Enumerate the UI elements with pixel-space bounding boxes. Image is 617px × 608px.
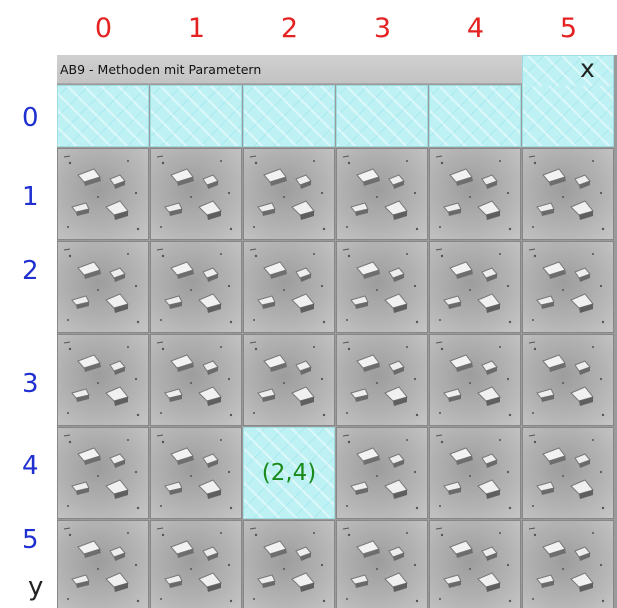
grid-cell-0-3[interactable]	[57, 334, 149, 426]
grid-cell-1-0[interactable]	[150, 85, 242, 147]
column-label-4: 4	[466, 13, 485, 44]
grid-cell-3-3[interactable]	[336, 334, 428, 426]
window-title-bar: AB9 - Methoden mit Parametern	[57, 55, 522, 84]
row-label-3: 3	[22, 369, 39, 399]
grid-cell-4-3[interactable]	[429, 334, 521, 426]
grid-cell-2-5[interactable]	[243, 520, 335, 608]
grid-cell-4-1[interactable]	[429, 148, 521, 240]
grid-cell-1-5[interactable]	[150, 520, 242, 608]
grid-cell-5-3[interactable]	[522, 334, 614, 426]
column-label-1: 1	[187, 13, 206, 44]
grid-cell-2-1[interactable]	[243, 148, 335, 240]
grid-cell-5-4[interactable]	[522, 427, 614, 519]
coordinate-label: (2,4)	[261, 460, 317, 486]
grid-cell-1-1[interactable]	[150, 148, 242, 240]
grid-cell-5-5[interactable]	[522, 520, 614, 608]
grid-cell-4-5[interactable]	[429, 520, 521, 608]
grid-cell-5-2[interactable]	[522, 241, 614, 333]
grid-cell-3-2[interactable]	[336, 241, 428, 333]
grid-cell-5-1[interactable]	[522, 148, 614, 240]
grid-cell-2-2[interactable]	[243, 241, 335, 333]
column-label-3: 3	[373, 13, 392, 44]
grid-cell-2-4[interactable]: (2,4)	[243, 427, 335, 519]
world-grid[interactable]: (2,4) AB9 - Methoden mit Parametern	[57, 55, 617, 608]
column-label-5: 5	[559, 13, 578, 44]
row-label-0: 0	[22, 103, 39, 133]
grid-cell-5-0-top	[522, 55, 614, 86]
x-axis-label: x	[580, 54, 595, 83]
grid-cell-4-0[interactable]	[429, 85, 521, 147]
grid-cell-4-2[interactable]	[429, 241, 521, 333]
grid-cell-1-2[interactable]	[150, 241, 242, 333]
grid-cell-2-0[interactable]	[243, 85, 335, 147]
grid-cell-0-5[interactable]	[57, 520, 149, 608]
grid-cell-5-0[interactable]	[522, 85, 614, 147]
grid-cell-0-4[interactable]	[57, 427, 149, 519]
grid-cell-3-1[interactable]	[336, 148, 428, 240]
grid-cell-2-3[interactable]	[243, 334, 335, 426]
grid-cell-1-3[interactable]	[150, 334, 242, 426]
grid-cell-3-4[interactable]	[336, 427, 428, 519]
window-title: AB9 - Methoden mit Parametern	[60, 62, 262, 77]
grid-cell-0-0[interactable]	[57, 85, 149, 147]
grid-cell-3-5[interactable]	[336, 520, 428, 608]
grid-cell-0-2[interactable]	[57, 241, 149, 333]
row-label-5: 5	[22, 525, 39, 555]
grid-cell-4-4[interactable]	[429, 427, 521, 519]
row-label-1: 1	[22, 182, 39, 212]
row-label-4: 4	[22, 451, 39, 481]
column-label-2: 2	[280, 13, 299, 44]
column-label-0: 0	[94, 13, 113, 44]
grid-cell-1-4[interactable]	[150, 427, 242, 519]
grid-cell-3-0[interactable]	[336, 85, 428, 147]
row-label-2: 2	[22, 256, 39, 286]
grid-cell-0-1[interactable]	[57, 148, 149, 240]
y-axis-label: y	[28, 572, 44, 602]
